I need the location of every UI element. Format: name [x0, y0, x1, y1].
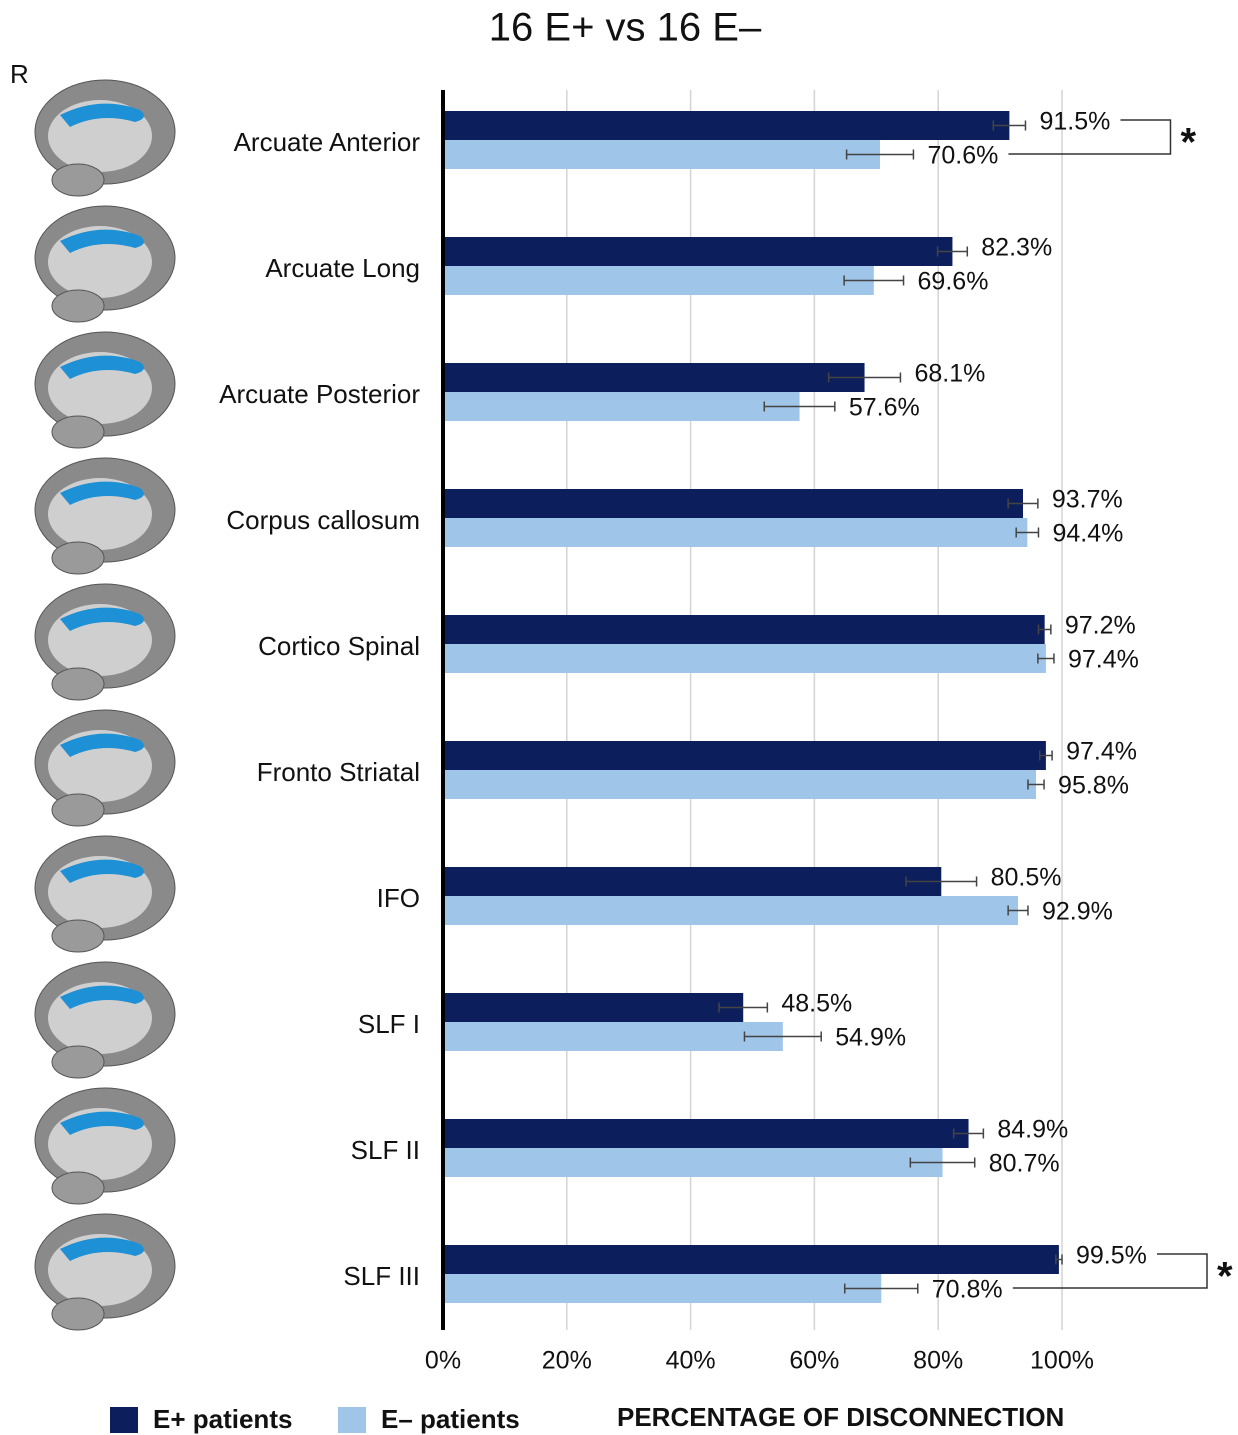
value-label: 97.4% [1066, 738, 1137, 766]
bar [443, 770, 1037, 799]
bar [443, 489, 1024, 518]
bar [443, 644, 1046, 673]
brain-image [51, 289, 105, 323]
brain-image [51, 541, 105, 575]
brain-tract [60, 103, 144, 127]
brain-tract [60, 859, 144, 883]
value-label: 97.4% [1068, 646, 1139, 674]
side-label: R [10, 59, 29, 89]
bar [443, 111, 1010, 140]
y-tick-label: SLF III [343, 1261, 420, 1291]
brain-image [51, 1045, 105, 1079]
value-label: 80.7% [989, 1150, 1060, 1178]
value-label: 70.6% [927, 142, 998, 170]
bar [443, 363, 865, 392]
bar [443, 867, 942, 896]
value-label: 69.6% [918, 268, 989, 296]
y-tick-label: Arcuate Long [265, 253, 420, 283]
bar [443, 896, 1019, 925]
y-tick-label: Corpus callosum [226, 505, 420, 535]
x-tick-label: 20% [542, 1347, 592, 1375]
bar [443, 993, 744, 1022]
x-tick-label: 80% [913, 1347, 963, 1375]
significance-label: * [1217, 1255, 1233, 1299]
value-label: 99.5% [1076, 1242, 1147, 1270]
brain-tract [60, 481, 144, 505]
legend-swatch [110, 1407, 138, 1433]
x-tick-label: 60% [789, 1347, 839, 1375]
bar [443, 615, 1045, 644]
value-label: 91.5% [1039, 108, 1110, 136]
value-label: 70.8% [932, 1276, 1003, 1304]
bar [443, 266, 874, 295]
brain-tract [60, 1111, 144, 1135]
value-label: 68.1% [914, 360, 985, 388]
x-tick-label: 40% [666, 1347, 716, 1375]
brain-image [51, 1297, 105, 1331]
y-tick-label: Arcuate Anterior [234, 127, 421, 157]
brain-image [51, 919, 105, 953]
brain-image [51, 793, 105, 827]
brain-image [51, 667, 105, 701]
significance-label: * [1180, 121, 1196, 165]
bar [443, 1245, 1059, 1274]
value-label: 95.8% [1058, 772, 1129, 800]
bar [443, 1274, 882, 1303]
legend-label: E– patients [381, 1404, 520, 1434]
legend-label: E+ patients [153, 1404, 292, 1434]
significance-bracket [1012, 1253, 1208, 1289]
brain-tract [60, 229, 144, 253]
x-tick-label: 100% [1030, 1347, 1094, 1375]
value-label: 80.5% [991, 864, 1062, 892]
value-label: 48.5% [781, 990, 852, 1018]
bar [443, 1119, 969, 1148]
x-tick-label: 0% [425, 1347, 461, 1375]
brain-image [51, 1171, 105, 1205]
value-label: 82.3% [981, 234, 1052, 262]
value-label: 57.6% [849, 394, 920, 422]
bar [443, 237, 953, 266]
bar [443, 1022, 783, 1051]
bar [443, 140, 881, 169]
y-tick-label: Fronto Striatal [257, 757, 420, 787]
bar [443, 518, 1028, 547]
value-label: 84.9% [997, 1116, 1068, 1144]
bar [443, 1148, 943, 1177]
value-label: 92.9% [1042, 898, 1113, 926]
bar [443, 392, 800, 421]
significance-bracket [1008, 119, 1172, 155]
value-label: 94.4% [1052, 520, 1123, 548]
brain-image [51, 163, 105, 197]
y-tick-label: Cortico Spinal [258, 631, 420, 661]
brain-tract [60, 607, 144, 631]
y-tick-label: Arcuate Posterior [219, 379, 420, 409]
value-label: 93.7% [1052, 486, 1123, 514]
brain-tract [60, 733, 144, 757]
brain-tract [60, 355, 144, 379]
value-label: 54.9% [835, 1024, 906, 1052]
brain-image [51, 415, 105, 449]
y-tick-label: SLF II [351, 1135, 420, 1165]
brain-tract [60, 985, 144, 1009]
value-label: 97.2% [1065, 612, 1136, 640]
y-tick-label: SLF I [358, 1009, 420, 1039]
legend-swatch [338, 1407, 366, 1433]
chart-title: 16 E+ vs 16 E– [489, 6, 762, 50]
x-axis-label: PERCENTAGE OF DISCONNECTION [617, 1402, 1064, 1432]
y-tick-label: IFO [377, 883, 420, 913]
brain-tract [60, 1237, 144, 1261]
bar [443, 741, 1046, 770]
